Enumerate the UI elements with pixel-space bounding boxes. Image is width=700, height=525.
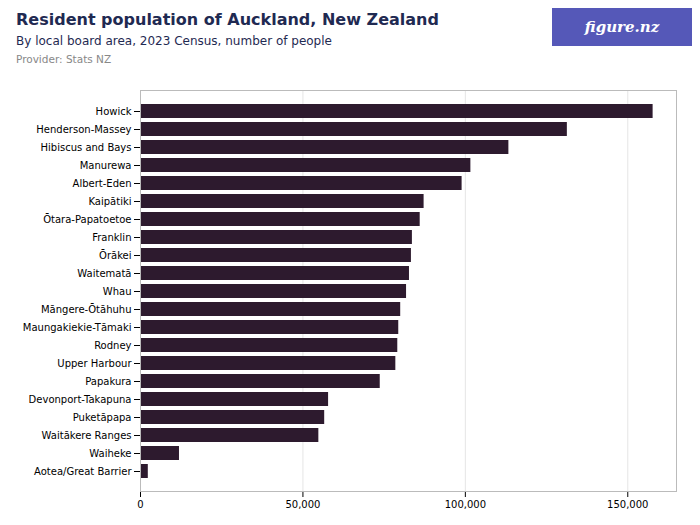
svg-text:Puketāpapa: Puketāpapa: [73, 412, 132, 423]
svg-text:Ōtara-Papatoetoe: Ōtara-Papatoetoe: [43, 213, 131, 225]
svg-text:Henderson-Massey: Henderson-Massey: [36, 124, 131, 135]
svg-text:Māngere-Ōtāhuhu: Māngere-Ōtāhuhu: [41, 303, 132, 315]
svg-text:Devonport-Takapuna: Devonport-Takapuna: [29, 394, 132, 405]
svg-text:100,000: 100,000: [445, 499, 486, 510]
svg-text:Hibiscus and Bays: Hibiscus and Bays: [41, 142, 132, 153]
svg-text:Kaipātiki: Kaipātiki: [88, 196, 131, 207]
svg-text:Waiheke: Waiheke: [89, 448, 131, 459]
html-text:By local board area, 2023 Cens: By local board area, 2023 Census, number…: [16, 34, 332, 48]
html-text:Provider: Stats NZ: Provider: Stats NZ: [16, 53, 112, 65]
svg-text:Maungakiekie-Tāmaki: Maungakiekie-Tāmaki: [23, 322, 132, 333]
svg-text:Upper Harbour: Upper Harbour: [57, 358, 132, 369]
svg-text:Ōrākei: Ōrākei: [99, 249, 131, 261]
svg-text:Rodney: Rodney: [94, 340, 131, 351]
svg-text:0: 0: [137, 499, 143, 510]
svg-text:Papakura: Papakura: [85, 376, 131, 387]
html-text:figure.nz: figure.nz: [584, 18, 660, 36]
svg-text:Whau: Whau: [103, 286, 132, 297]
svg-text:Franklin: Franklin: [92, 232, 131, 243]
html-text:Resident population of Aucklan: Resident population of Auckland, New Zea…: [16, 10, 439, 29]
svg-text:Albert-Eden: Albert-Eden: [73, 178, 132, 189]
svg-text:150,000: 150,000: [607, 499, 648, 510]
svg-text:Manurewa: Manurewa: [80, 160, 132, 171]
svg-text:50,000: 50,000: [285, 499, 320, 510]
svg-text:Waitākere Ranges: Waitākere Ranges: [42, 430, 132, 441]
svg-text:Waitematā: Waitematā: [77, 268, 131, 279]
svg-text:Aotea/Great Barrier: Aotea/Great Barrier: [34, 466, 132, 477]
svg-text:Howick: Howick: [96, 106, 132, 117]
